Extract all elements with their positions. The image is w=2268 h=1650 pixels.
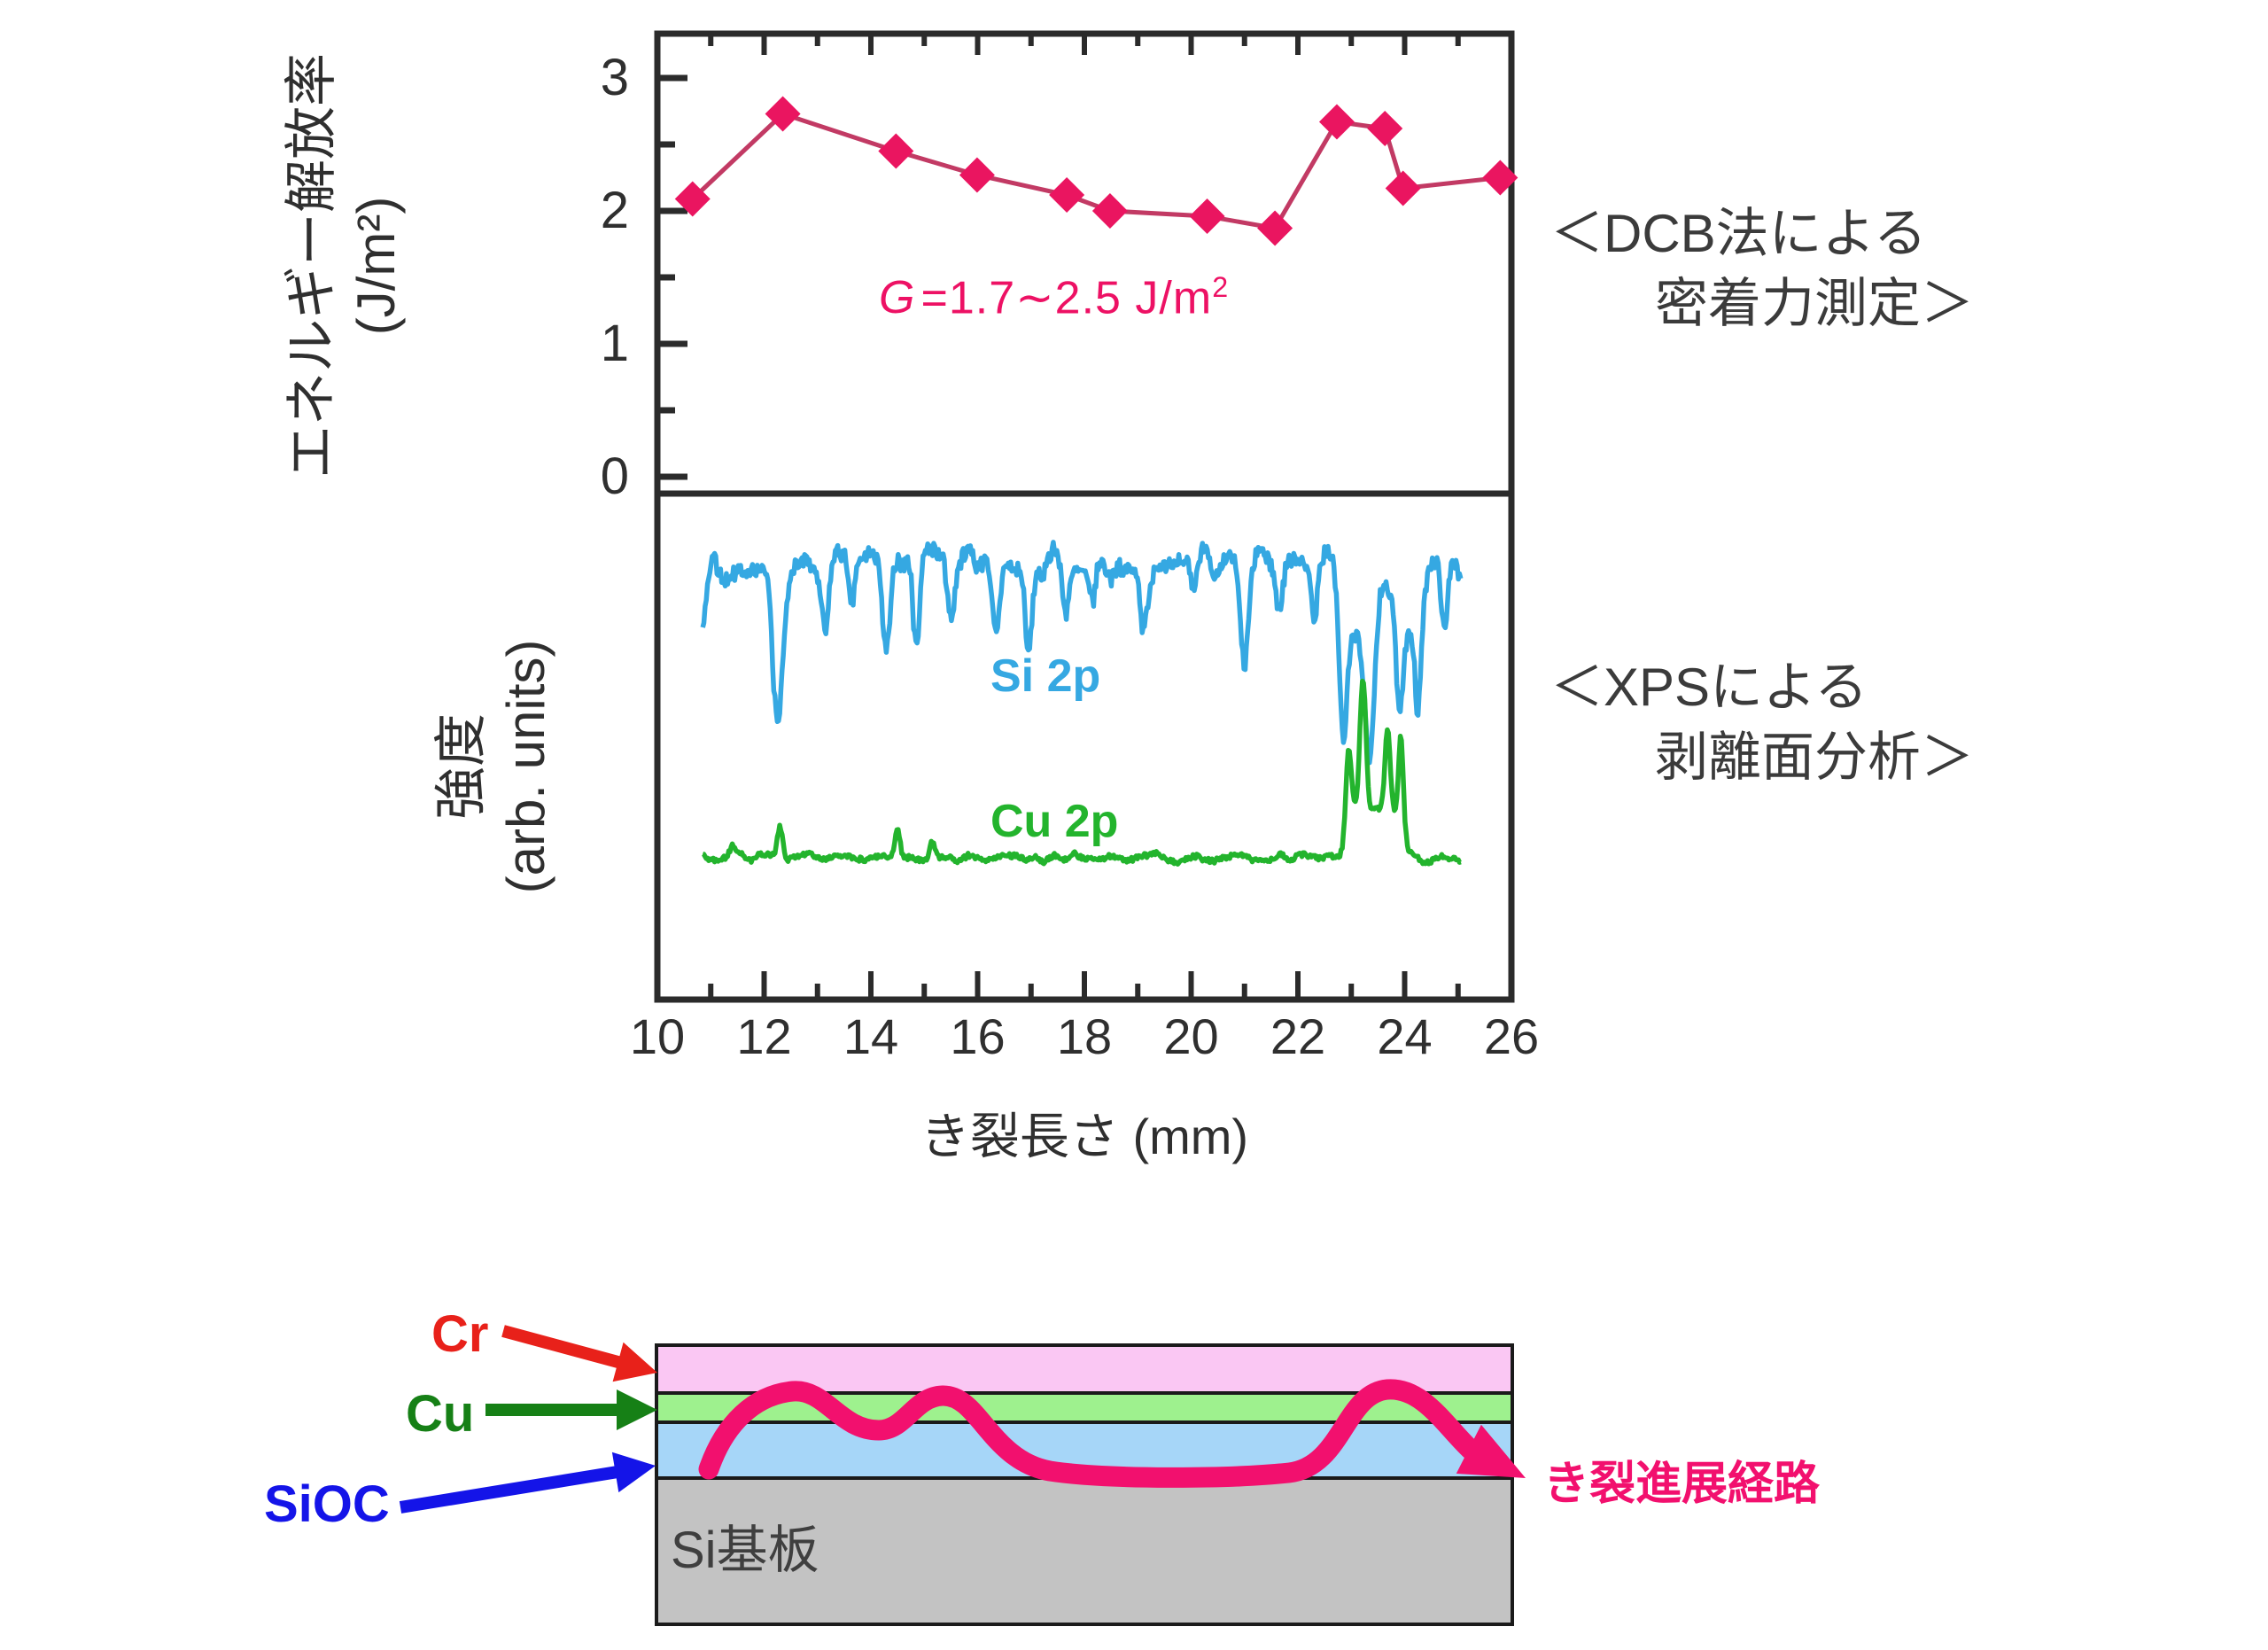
crack-path bbox=[698, 1379, 1481, 1488]
g-series-marker bbox=[1189, 198, 1225, 234]
g-series-marker bbox=[1049, 177, 1085, 213]
x-tick-label: 20 bbox=[1163, 1008, 1219, 1064]
y-tick-label: 0 bbox=[600, 448, 629, 505]
si2p-trace-label: Si 2p bbox=[990, 650, 1101, 702]
si-substrate-label: Si基板 bbox=[671, 1522, 819, 1579]
g-superscript: 2 bbox=[1212, 271, 1230, 303]
crack-arrowhead bbox=[1456, 1424, 1526, 1478]
x-tick-label: 26 bbox=[1483, 1008, 1540, 1064]
si2p-trace bbox=[700, 540, 1464, 766]
energy-release-rate-axis-title: エネルギー解放率 (J/m²) bbox=[273, 35, 415, 496]
g-symbol: G bbox=[879, 272, 916, 324]
x-tick-label: 22 bbox=[1270, 1008, 1326, 1064]
cr-arrow-head bbox=[612, 1342, 657, 1382]
sioc-layer-label: SiOC bbox=[264, 1475, 390, 1533]
g-series-marker bbox=[1482, 160, 1518, 196]
si-substrate-layer bbox=[655, 1476, 1514, 1626]
x-tick-label: 24 bbox=[1377, 1008, 1433, 1064]
cu2p-trace bbox=[701, 678, 1463, 867]
intensity-axis-title: 強度 (arb. units) bbox=[427, 580, 560, 953]
y-tick-label: 2 bbox=[600, 182, 629, 239]
axis-title-line2: (arb. units) bbox=[496, 639, 555, 894]
cr-arrow-shaft bbox=[501, 1325, 632, 1372]
g-series-marker bbox=[1257, 210, 1293, 246]
cu-arrow-head bbox=[617, 1389, 657, 1430]
g-series-marker bbox=[765, 96, 801, 132]
x-tick-label: 12 bbox=[736, 1008, 792, 1064]
x-tick-label: 14 bbox=[843, 1008, 899, 1064]
xps-annotation-line2: 剥離面分析＞ bbox=[1655, 728, 1974, 788]
g-range-text: =1.7∼2.5 J/m bbox=[920, 272, 1213, 324]
g-series-marker bbox=[1367, 111, 1403, 146]
axis-title-line1: 強度 bbox=[431, 713, 491, 820]
g-series-marker bbox=[1385, 170, 1421, 206]
cu2p-trace-label: Cu 2p bbox=[990, 796, 1119, 847]
crack-length-axis-title: き裂長さ (mm) bbox=[920, 1109, 1249, 1164]
g-series-marker bbox=[959, 157, 995, 193]
crack-propagation-path-label: き裂進展経路 bbox=[1543, 1459, 1821, 1510]
sioc-arrow-shaft bbox=[399, 1464, 629, 1514]
g-value-annotation: G =1.7∼2.5 J/m2 bbox=[879, 271, 1229, 324]
cr-layer-label: Cr bbox=[431, 1305, 489, 1363]
xps-method-annotation: ＜XPSによる 剥離面分析＞ bbox=[1550, 652, 1974, 792]
sioc-arrow-head bbox=[611, 1452, 656, 1493]
x-tick-label: 10 bbox=[629, 1008, 686, 1064]
axis-title-line2: (J/m²) bbox=[346, 196, 406, 336]
g-series-marker bbox=[674, 181, 711, 217]
xps-annotation-line1: ＜XPSによる bbox=[1550, 658, 1868, 717]
axis-title-line1: エネルギー解放率 bbox=[281, 53, 341, 479]
dcb-annotation-line1: ＜DCB法による bbox=[1550, 204, 1927, 263]
y-tick-label: 1 bbox=[600, 315, 629, 372]
g-series-marker bbox=[1091, 193, 1128, 229]
x-tick-label: 18 bbox=[1056, 1008, 1113, 1064]
g-series-marker bbox=[1318, 104, 1355, 140]
cu-layer-label: Cu bbox=[406, 1385, 475, 1443]
y-tick-label: 3 bbox=[600, 49, 629, 106]
dcb-annotation-line2: 密着力測定＞ bbox=[1655, 274, 1974, 334]
g-series-marker bbox=[878, 133, 914, 169]
dcb-method-annotation: ＜DCB法による 密着力測定＞ bbox=[1550, 198, 1974, 339]
x-tick-label: 16 bbox=[950, 1008, 1006, 1064]
